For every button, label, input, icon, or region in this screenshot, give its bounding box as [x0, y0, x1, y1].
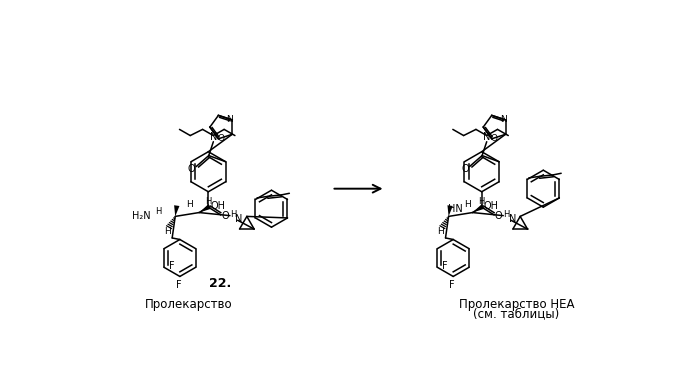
Text: H: H: [164, 227, 171, 236]
Text: H: H: [205, 197, 211, 206]
Polygon shape: [199, 204, 211, 213]
Polygon shape: [174, 205, 179, 216]
Text: Пролекарство НЕА: Пролекарство НЕА: [459, 298, 574, 311]
Text: F: F: [442, 261, 447, 271]
Text: HN: HN: [448, 205, 463, 214]
Text: OH: OH: [484, 201, 498, 210]
Text: H₂N: H₂N: [132, 210, 151, 221]
Text: N: N: [500, 115, 507, 124]
Text: H: H: [230, 210, 236, 219]
Text: N: N: [209, 132, 217, 142]
Text: (см. таблицы): (см. таблицы): [473, 307, 560, 320]
Text: Пролекарство: Пролекарство: [145, 298, 233, 311]
Text: OH: OH: [210, 201, 225, 210]
Polygon shape: [447, 205, 453, 216]
Text: O: O: [217, 134, 224, 142]
Polygon shape: [473, 204, 484, 213]
Text: O: O: [495, 212, 503, 221]
Text: N: N: [235, 214, 243, 224]
Text: F: F: [175, 280, 181, 290]
Text: O: O: [461, 164, 469, 175]
Text: O: O: [491, 134, 498, 142]
Text: H: H: [479, 197, 485, 206]
Text: 22.: 22.: [209, 277, 231, 290]
Text: O: O: [188, 164, 195, 175]
Text: F: F: [449, 280, 454, 290]
Text: H: H: [464, 200, 471, 209]
Text: H: H: [503, 210, 510, 219]
Text: H: H: [155, 207, 161, 216]
Text: O: O: [221, 212, 229, 221]
Text: H: H: [186, 200, 193, 209]
Text: N: N: [509, 214, 517, 224]
Text: N: N: [483, 132, 491, 142]
Text: N: N: [226, 115, 233, 124]
Text: H: H: [438, 227, 444, 236]
Text: F: F: [169, 261, 174, 271]
